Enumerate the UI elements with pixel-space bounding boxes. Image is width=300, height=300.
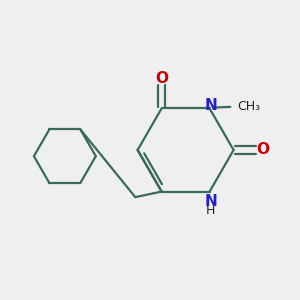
Text: N: N xyxy=(205,194,217,209)
Text: O: O xyxy=(256,142,269,158)
Text: O: O xyxy=(155,71,168,86)
Text: H: H xyxy=(206,204,215,217)
Text: N: N xyxy=(205,98,217,113)
Text: CH₃: CH₃ xyxy=(238,100,261,113)
